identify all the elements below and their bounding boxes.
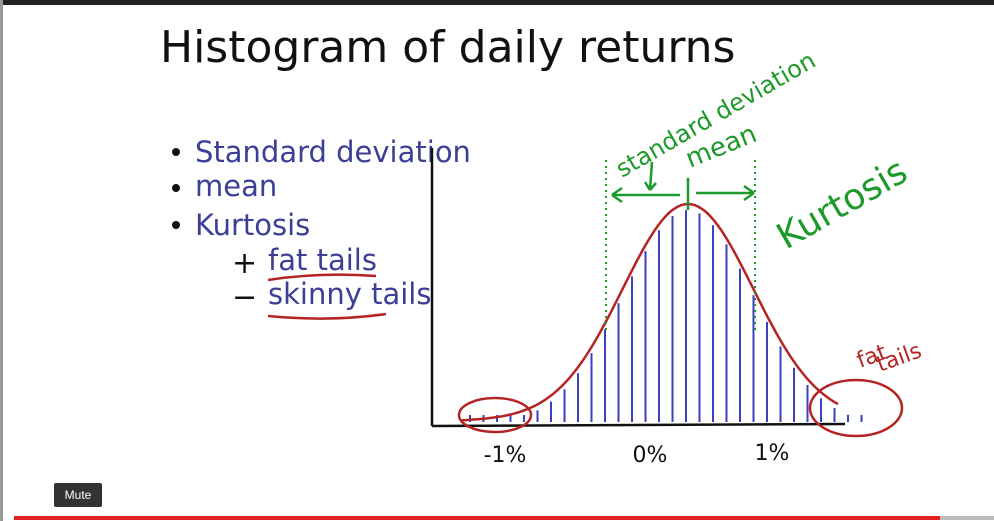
bullet-dot (172, 184, 180, 192)
tail-circle (808, 378, 904, 438)
sub-bullet: fat tails (268, 243, 377, 277)
x-axis (431, 422, 846, 428)
bullet-dot (172, 221, 180, 229)
progress-remaining[interactable] (940, 516, 994, 520)
progress-bar[interactable] (14, 516, 940, 520)
annotation: Kurtosis (770, 151, 914, 258)
std-arrows (611, 161, 755, 210)
underline (267, 273, 377, 282)
bullet: mean (195, 169, 277, 203)
sub-bullet-sign: + (232, 246, 257, 281)
bullet: Kurtosis (195, 208, 310, 242)
histogram (469, 210, 863, 422)
underline (267, 312, 387, 320)
axis-label: -1% (484, 443, 527, 468)
mute-tooltip: Mute (54, 483, 102, 507)
sub-bullet: skinny tails (268, 277, 431, 311)
axis-label: 1% (755, 441, 790, 466)
tail-circle (457, 396, 533, 434)
bullet: Standard deviation (195, 135, 471, 169)
axis-label: 0% (633, 443, 668, 468)
title: Histogram of daily returns (160, 22, 735, 73)
bullet-dot (172, 148, 180, 156)
bell-curve (461, 202, 839, 422)
top-edge (0, 0, 994, 5)
left-edge (0, 0, 3, 521)
sub-bullet-sign: − (232, 280, 257, 315)
